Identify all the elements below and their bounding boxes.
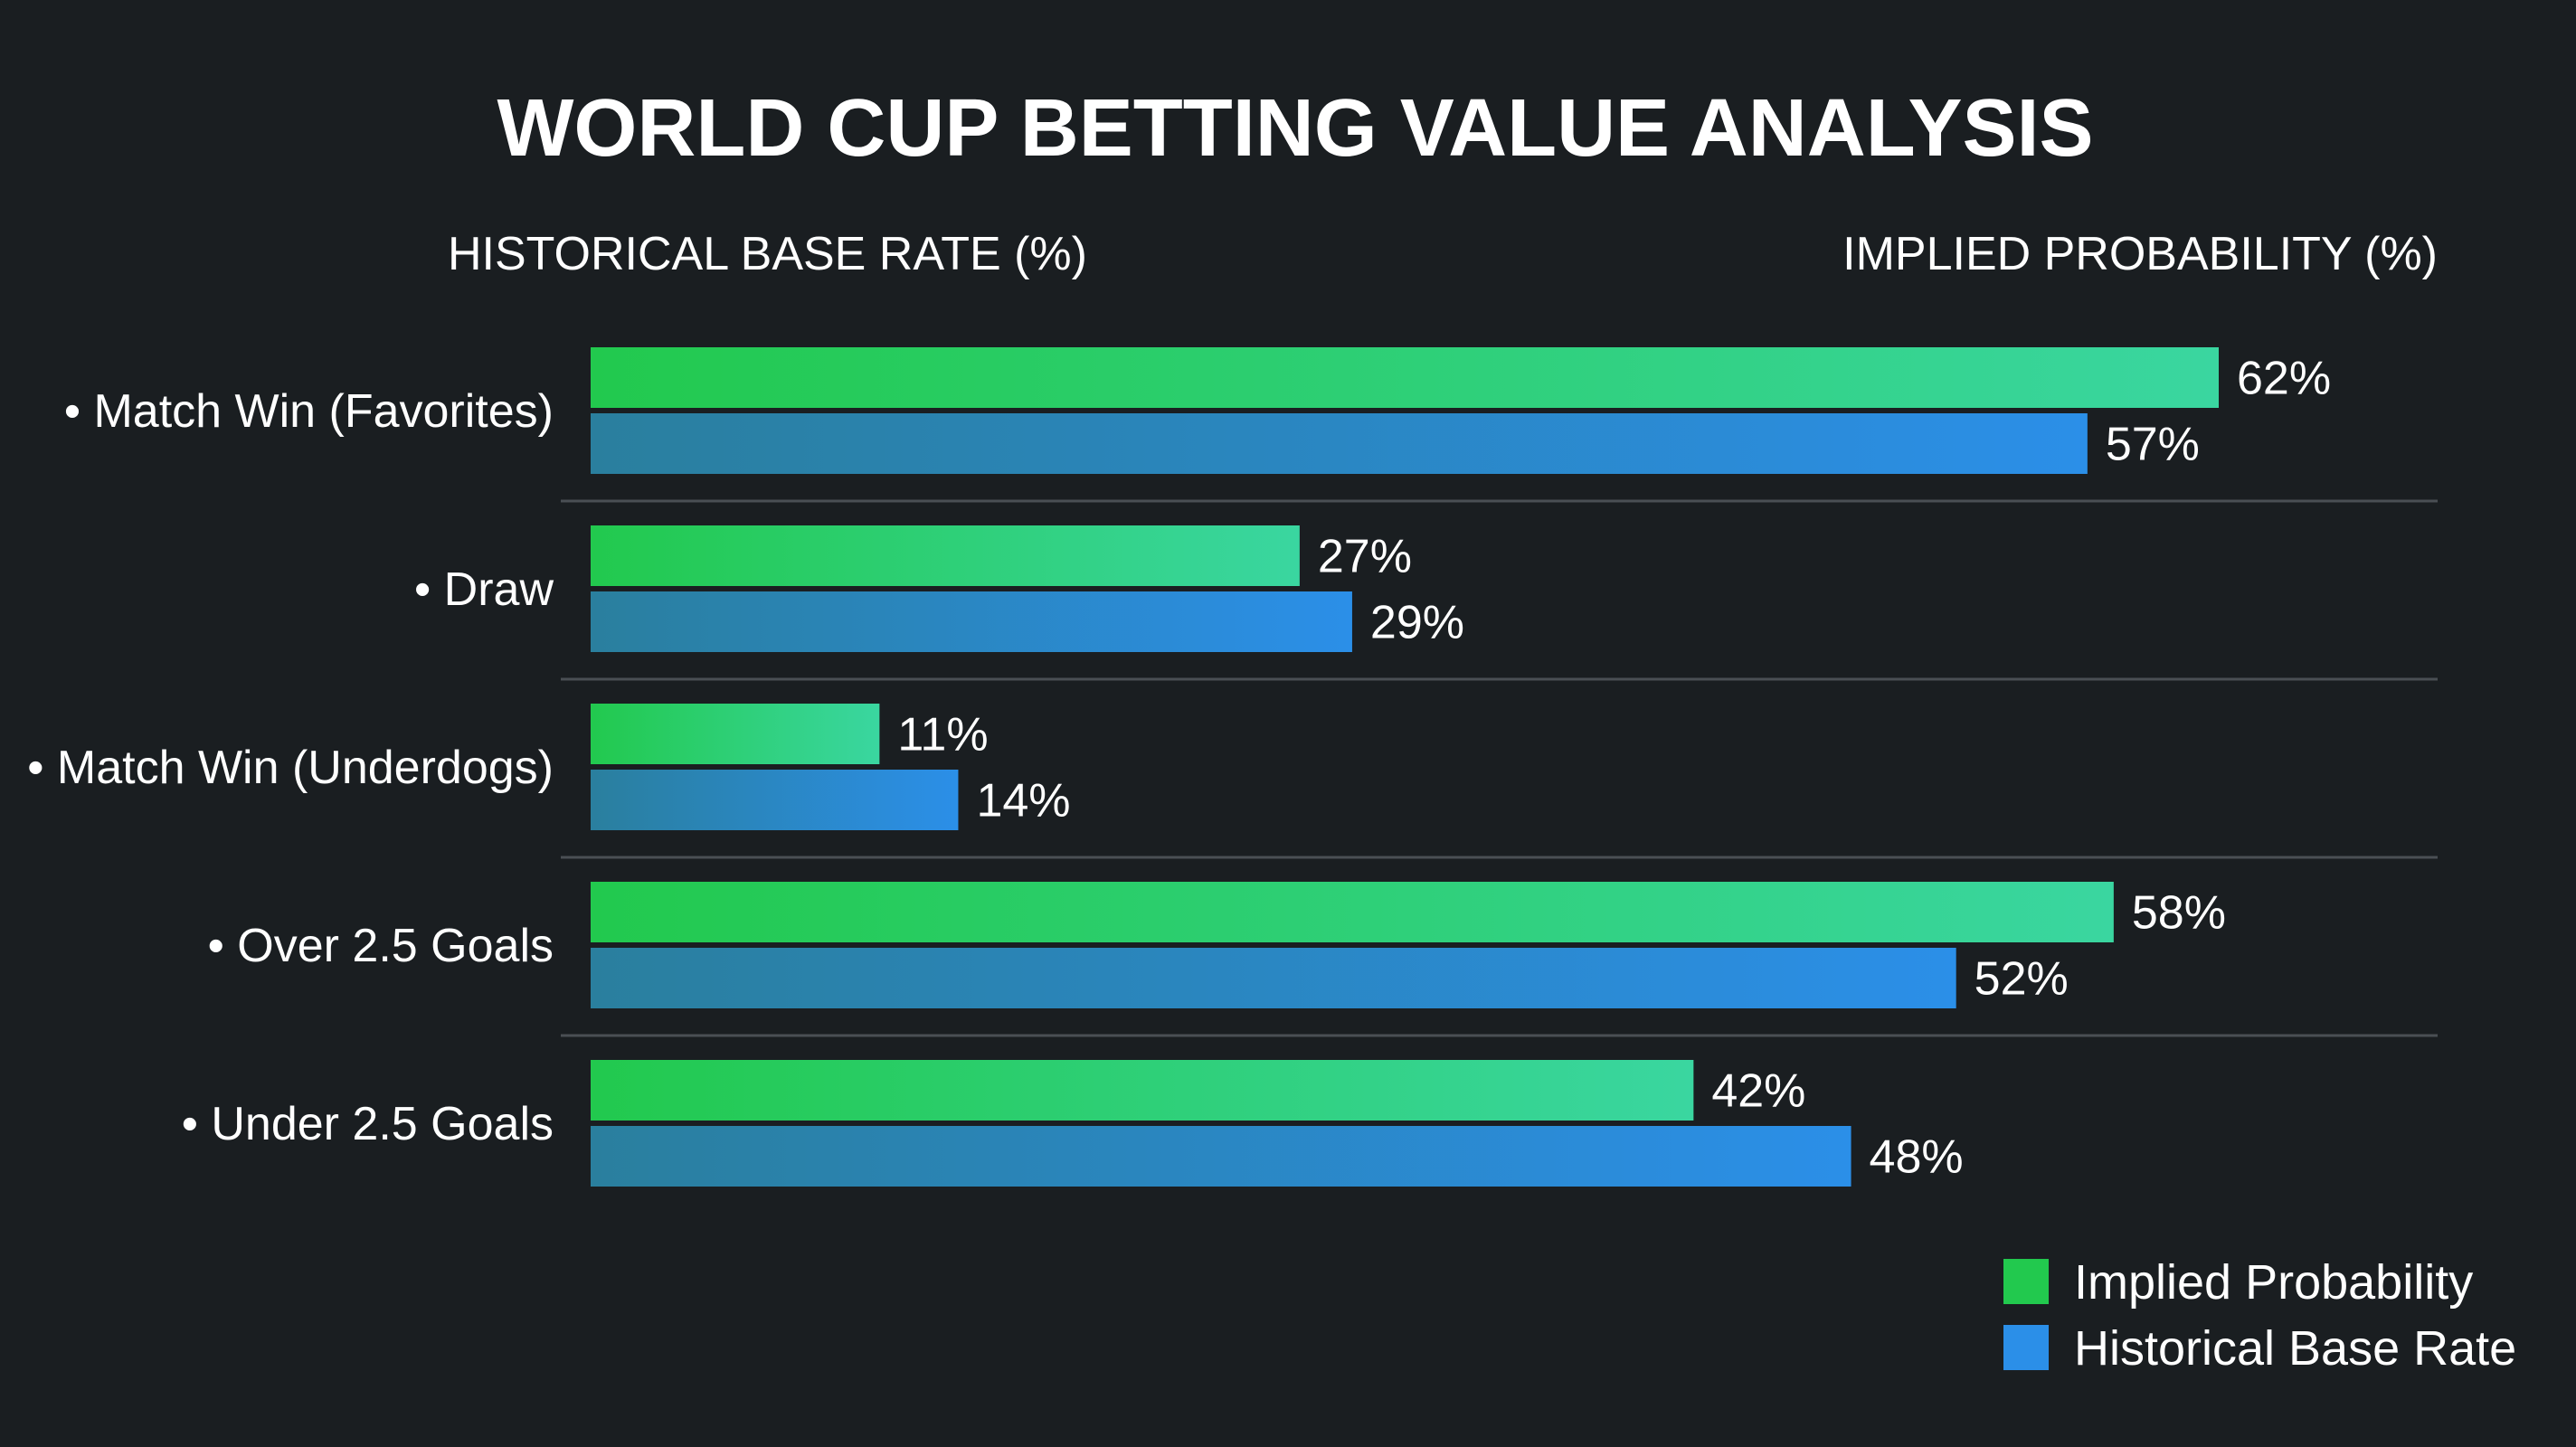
data-label-historical-base-rate: 29% [1370,597,1464,649]
bar-implied-probability [591,347,2219,408]
category-label: • Match Win (Underdogs) [27,742,554,794]
bar-historical-base-rate [591,413,2088,474]
bar-historical-base-rate [591,1126,1852,1187]
bar-implied-probability [591,525,1300,586]
legend: Implied Probability Historical Base Rate [2003,1255,2516,1376]
bar-historical-base-rate [591,770,959,830]
legend-swatch-implied-probability [2003,1259,2049,1304]
data-label-historical-base-rate: 48% [1870,1131,1964,1184]
data-label-implied-probability: 27% [1318,531,1412,583]
bar-implied-probability [591,704,880,764]
right-header: IMPLIED PROBABILITY (%) [1842,228,2438,280]
legend-label-implied-probability: Implied Probability [2074,1255,2473,1310]
bar-historical-base-rate [591,948,1956,1008]
legend-swatch-historical-base-rate [2003,1325,2049,1370]
category-label: • Under 2.5 Goals [182,1098,554,1150]
data-label-implied-probability: 62% [2237,353,2331,405]
bar-implied-probability [591,1060,1694,1121]
data-label-historical-base-rate: 52% [1975,953,2069,1006]
category-label: • Draw [414,563,554,616]
legend-label-historical-base-rate: Historical Base Rate [2074,1321,2516,1376]
data-label-implied-probability: 42% [1711,1065,1805,1118]
bar-implied-probability [591,882,2114,942]
data-label-historical-base-rate: 14% [976,775,1070,828]
left-header: HISTORICAL BASE RATE (%) [448,228,1087,280]
category-label: • Match Win (Favorites) [64,385,554,438]
data-label-implied-probability: 58% [2132,887,2226,940]
bar-historical-base-rate [591,591,1352,652]
category-label: • Over 2.5 Goals [208,920,554,972]
chart-title: WORLD CUP BETTING VALUE ANALYSIS [497,83,2093,174]
bars-layer: • Match Win (Favorites) 62% 57% • Draw 27% 29… [27,347,2438,1187]
data-label-implied-probability: 11% [897,709,988,761]
data-label-historical-base-rate: 57% [2106,419,2200,471]
